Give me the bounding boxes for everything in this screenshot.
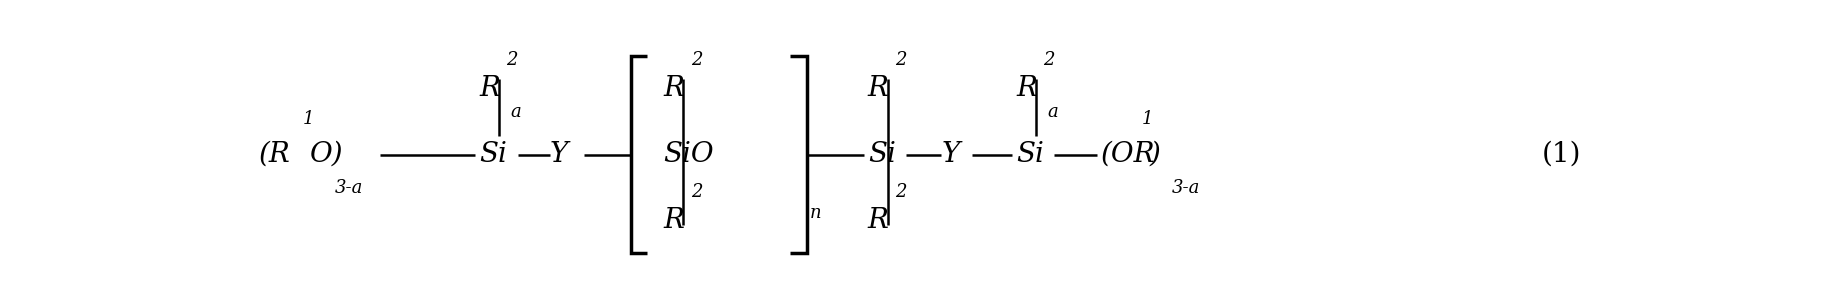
Text: R: R (664, 207, 684, 234)
Text: n: n (809, 204, 822, 222)
Text: 1: 1 (1141, 110, 1154, 128)
Text: 1: 1 (303, 110, 314, 128)
Text: (OR: (OR (1101, 141, 1156, 168)
Text: Si: Si (868, 141, 895, 168)
Text: R: R (664, 75, 684, 102)
Text: 2: 2 (691, 183, 704, 201)
Text: a: a (510, 103, 521, 121)
Text: 3-a: 3-a (335, 178, 363, 196)
Text: Y: Y (551, 141, 569, 168)
Text: 2: 2 (895, 51, 906, 69)
Text: 2: 2 (507, 51, 518, 69)
Text: R: R (1015, 75, 1037, 102)
Text: R: R (868, 75, 890, 102)
Text: 2: 2 (691, 51, 704, 69)
Text: Y: Y (941, 141, 959, 168)
Text: R: R (868, 207, 890, 234)
Text: 3-a: 3-a (1172, 178, 1200, 196)
Text: SiO: SiO (664, 141, 713, 168)
Text: 2: 2 (895, 183, 906, 201)
Text: 2: 2 (1043, 51, 1054, 69)
Text: R: R (479, 75, 500, 102)
Text: Si: Si (479, 141, 507, 168)
Text: O): O) (310, 141, 343, 168)
Text: (R: (R (259, 141, 290, 168)
Text: a: a (1046, 103, 1057, 121)
Text: ): ) (1148, 141, 1159, 168)
Text: Si: Si (1015, 141, 1045, 168)
Text: (1): (1) (1542, 141, 1581, 168)
